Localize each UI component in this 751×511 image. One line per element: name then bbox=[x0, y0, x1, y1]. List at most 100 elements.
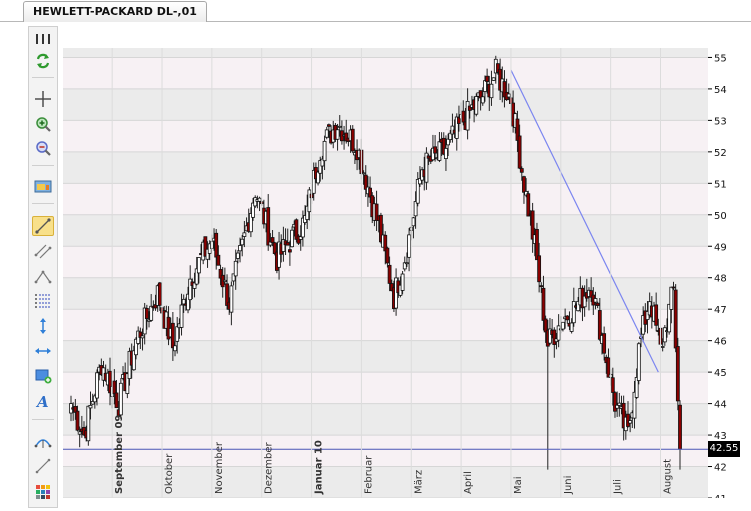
y-tick-label: 53 bbox=[714, 116, 727, 127]
candle-body bbox=[383, 234, 388, 252]
candle-body bbox=[138, 331, 143, 338]
candle-body bbox=[645, 311, 650, 320]
price-axis: 41 42 43 44 45 46 47 48 49 50 51 52 53 54 55 bbox=[708, 53, 727, 498]
candle-body bbox=[569, 322, 574, 332]
y-tick-label: 48 bbox=[714, 274, 727, 285]
candle-body bbox=[205, 248, 210, 260]
y-tick-label: 50 bbox=[714, 211, 727, 222]
candle-body bbox=[266, 207, 271, 246]
candle-body bbox=[515, 118, 520, 141]
arc-tool-icon[interactable] bbox=[32, 431, 54, 451]
candle-body bbox=[88, 404, 93, 409]
candle-body bbox=[300, 217, 305, 238]
vertical-line-tool-icon[interactable] bbox=[32, 316, 54, 336]
candle-body bbox=[320, 158, 325, 167]
price-band bbox=[63, 435, 708, 467]
candle-body bbox=[431, 147, 435, 161]
candle-body bbox=[112, 380, 117, 395]
candle-body bbox=[75, 410, 80, 431]
candle-body bbox=[673, 289, 678, 349]
candle-body bbox=[186, 293, 190, 311]
candle-body bbox=[344, 132, 349, 142]
price-band bbox=[63, 183, 708, 215]
candle-body bbox=[134, 338, 138, 356]
candle-body bbox=[524, 191, 529, 196]
candle-body bbox=[678, 404, 682, 450]
polyline-tool-icon[interactable] bbox=[32, 267, 54, 287]
last-price-tag: 42.55 bbox=[708, 441, 740, 458]
candle-body bbox=[298, 236, 303, 240]
month-label: Oktober bbox=[164, 453, 175, 494]
candle-body bbox=[506, 93, 511, 98]
line-tool-icon[interactable] bbox=[32, 456, 54, 476]
trendline-tool-icon[interactable] bbox=[32, 216, 54, 236]
candle-body bbox=[402, 262, 407, 270]
month-label: April bbox=[463, 471, 474, 494]
tab-hewlett-packard[interactable]: HEWLETT-PACKARD DL-,01 bbox=[23, 1, 207, 22]
y-tick-label: 41 bbox=[714, 494, 727, 498]
price-chart[interactable]: September 09 Oktober November Dezember Janua… bbox=[63, 48, 708, 498]
candle-body bbox=[149, 305, 154, 321]
text-tool-icon[interactable]: A bbox=[32, 391, 54, 411]
candle-body bbox=[229, 285, 234, 313]
candle-body bbox=[389, 283, 394, 292]
candle-body bbox=[474, 96, 479, 115]
candle-body bbox=[248, 213, 253, 233]
y-tick-label: 52 bbox=[714, 148, 727, 159]
crosshair-icon[interactable] bbox=[32, 89, 54, 109]
candle-body bbox=[576, 300, 581, 312]
y-tick-label: 49 bbox=[714, 242, 727, 253]
month-label: Juli bbox=[613, 479, 624, 495]
candle-body bbox=[257, 197, 262, 202]
candle-body bbox=[142, 307, 147, 335]
candle-body bbox=[387, 264, 392, 284]
y-tick-label: 45 bbox=[714, 368, 727, 379]
candle-body bbox=[125, 373, 130, 394]
candle-body bbox=[446, 138, 451, 146]
refresh-icon[interactable] bbox=[32, 51, 54, 71]
candle-body bbox=[595, 302, 600, 306]
candle-body bbox=[214, 232, 219, 258]
candle-body bbox=[305, 205, 310, 220]
y-tick-label: 43 bbox=[714, 431, 727, 442]
candle-body bbox=[108, 370, 112, 394]
candle-body bbox=[441, 137, 446, 155]
candle-body bbox=[194, 268, 199, 285]
candle-body bbox=[552, 329, 557, 345]
y-tick-label: 44 bbox=[714, 400, 727, 411]
month-label: August bbox=[662, 459, 673, 494]
candle-body bbox=[170, 322, 175, 349]
zoom-out-icon[interactable] bbox=[32, 138, 54, 158]
month-label: September 09 bbox=[114, 415, 125, 494]
channel-tool-icon[interactable] bbox=[32, 241, 54, 261]
y-tick-label: 51 bbox=[714, 179, 727, 190]
candle-body bbox=[361, 172, 366, 175]
candle-body bbox=[411, 217, 416, 227]
horizontal-line-tool-icon[interactable] bbox=[32, 341, 54, 361]
rectangle-tool-icon[interactable] bbox=[32, 366, 54, 386]
candle-body bbox=[561, 321, 565, 330]
candle-body bbox=[363, 174, 368, 190]
month-label: Februar bbox=[363, 455, 374, 494]
candle-body bbox=[218, 268, 223, 279]
chart-properties-icon[interactable] bbox=[32, 177, 54, 197]
candle-body bbox=[73, 406, 78, 413]
panel-grip-icon[interactable] bbox=[32, 29, 54, 49]
trendline[interactable] bbox=[510, 69, 659, 373]
candle-body bbox=[272, 242, 277, 254]
candle-body bbox=[379, 214, 383, 243]
candle-body bbox=[671, 286, 676, 289]
candle-body bbox=[617, 402, 622, 406]
candle-body bbox=[242, 232, 247, 237]
candle-body bbox=[287, 249, 292, 253]
candle-body bbox=[114, 392, 119, 409]
candle-body bbox=[597, 310, 602, 340]
candle-body bbox=[350, 128, 355, 152]
candle-body bbox=[337, 125, 342, 128]
candle-body bbox=[181, 298, 186, 305]
color-picker-icon[interactable] bbox=[32, 482, 54, 502]
candle-body bbox=[478, 90, 483, 99]
zoom-in-icon[interactable] bbox=[32, 114, 54, 134]
fibonacci-tool-icon[interactable] bbox=[32, 291, 54, 311]
candle-body bbox=[517, 135, 522, 169]
